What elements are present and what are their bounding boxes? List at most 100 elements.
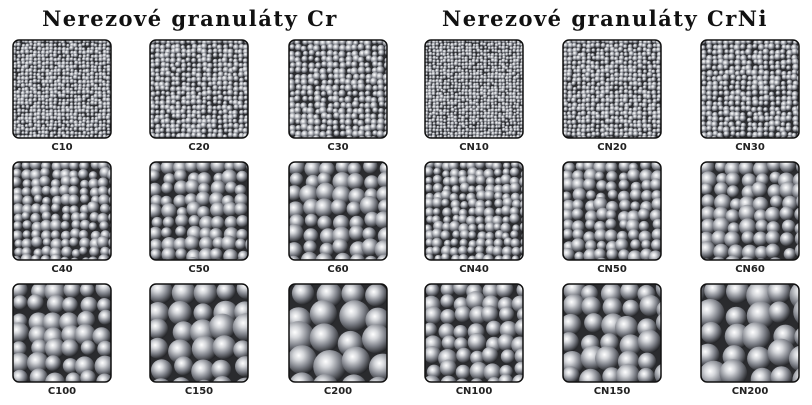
granule <box>628 102 633 107</box>
granule <box>61 75 67 81</box>
granule <box>227 89 234 97</box>
granule <box>159 127 165 133</box>
granule <box>372 107 379 114</box>
granule <box>469 72 473 76</box>
granule <box>344 84 353 92</box>
granule <box>161 203 177 219</box>
granule <box>505 85 510 90</box>
granule <box>646 40 652 45</box>
granule <box>604 229 618 243</box>
granule <box>41 245 52 257</box>
granule <box>656 114 661 121</box>
granule <box>461 49 466 53</box>
granule <box>591 115 596 120</box>
granule <box>315 252 334 260</box>
granule <box>33 94 38 99</box>
granule <box>764 121 770 128</box>
granule <box>641 190 653 202</box>
granule <box>36 101 42 106</box>
granule <box>581 84 588 91</box>
granule <box>191 57 197 64</box>
granule <box>73 102 78 106</box>
granule <box>150 182 162 197</box>
tile-frame <box>700 161 800 261</box>
granule <box>483 78 488 83</box>
granule <box>747 75 753 82</box>
granule <box>77 102 82 107</box>
granule <box>472 65 477 70</box>
tile-label: C200 <box>324 386 352 397</box>
granule <box>614 77 620 82</box>
granule <box>206 118 213 125</box>
granule <box>377 171 387 189</box>
granule <box>228 81 233 86</box>
granule <box>49 64 55 70</box>
granule <box>468 111 473 116</box>
granule <box>358 113 366 120</box>
granule <box>166 108 172 114</box>
granule <box>482 284 500 300</box>
granule <box>150 318 168 340</box>
granule <box>32 75 37 80</box>
granule <box>468 207 477 216</box>
granule <box>780 40 788 47</box>
granule <box>41 97 46 102</box>
granule <box>312 72 321 81</box>
granule <box>591 40 597 45</box>
granule <box>102 130 107 135</box>
granule <box>17 64 22 69</box>
granule <box>17 79 22 85</box>
granule <box>69 94 74 99</box>
granule <box>69 130 75 136</box>
granule <box>514 318 523 337</box>
granule <box>42 91 46 95</box>
granule <box>95 284 111 299</box>
granule <box>763 90 769 96</box>
granule <box>501 117 506 122</box>
granule <box>479 128 484 132</box>
granule <box>497 49 502 54</box>
granule <box>781 90 787 96</box>
granule <box>65 94 70 99</box>
granule <box>27 116 34 122</box>
granule <box>233 162 247 172</box>
granule <box>426 364 442 379</box>
granule <box>459 182 471 193</box>
granule <box>165 99 172 106</box>
granule <box>426 215 434 224</box>
granule <box>792 63 799 72</box>
granule <box>480 104 485 110</box>
granule <box>25 104 30 110</box>
granule <box>90 54 95 59</box>
granule <box>774 53 782 61</box>
granule <box>600 114 605 120</box>
granule <box>609 123 615 129</box>
granule <box>780 122 786 127</box>
granule <box>753 231 768 247</box>
granule <box>468 131 473 136</box>
granule <box>155 109 160 115</box>
granule <box>46 83 50 88</box>
granule <box>428 115 432 119</box>
granule <box>613 43 620 49</box>
granule <box>465 79 469 83</box>
granule <box>779 206 794 221</box>
granule <box>511 295 523 313</box>
granule <box>89 90 95 95</box>
granule <box>498 68 502 73</box>
granule <box>627 168 641 182</box>
granule <box>446 121 451 126</box>
granule <box>479 72 483 76</box>
granule <box>69 176 80 187</box>
granule <box>289 67 295 74</box>
granule <box>14 247 24 257</box>
granule <box>27 352 49 374</box>
granule <box>480 114 484 119</box>
granule <box>295 66 302 74</box>
granule <box>161 182 174 194</box>
granule <box>705 58 713 66</box>
granule <box>199 215 215 231</box>
granule <box>486 130 491 136</box>
granule <box>180 127 187 134</box>
granule <box>325 129 333 137</box>
